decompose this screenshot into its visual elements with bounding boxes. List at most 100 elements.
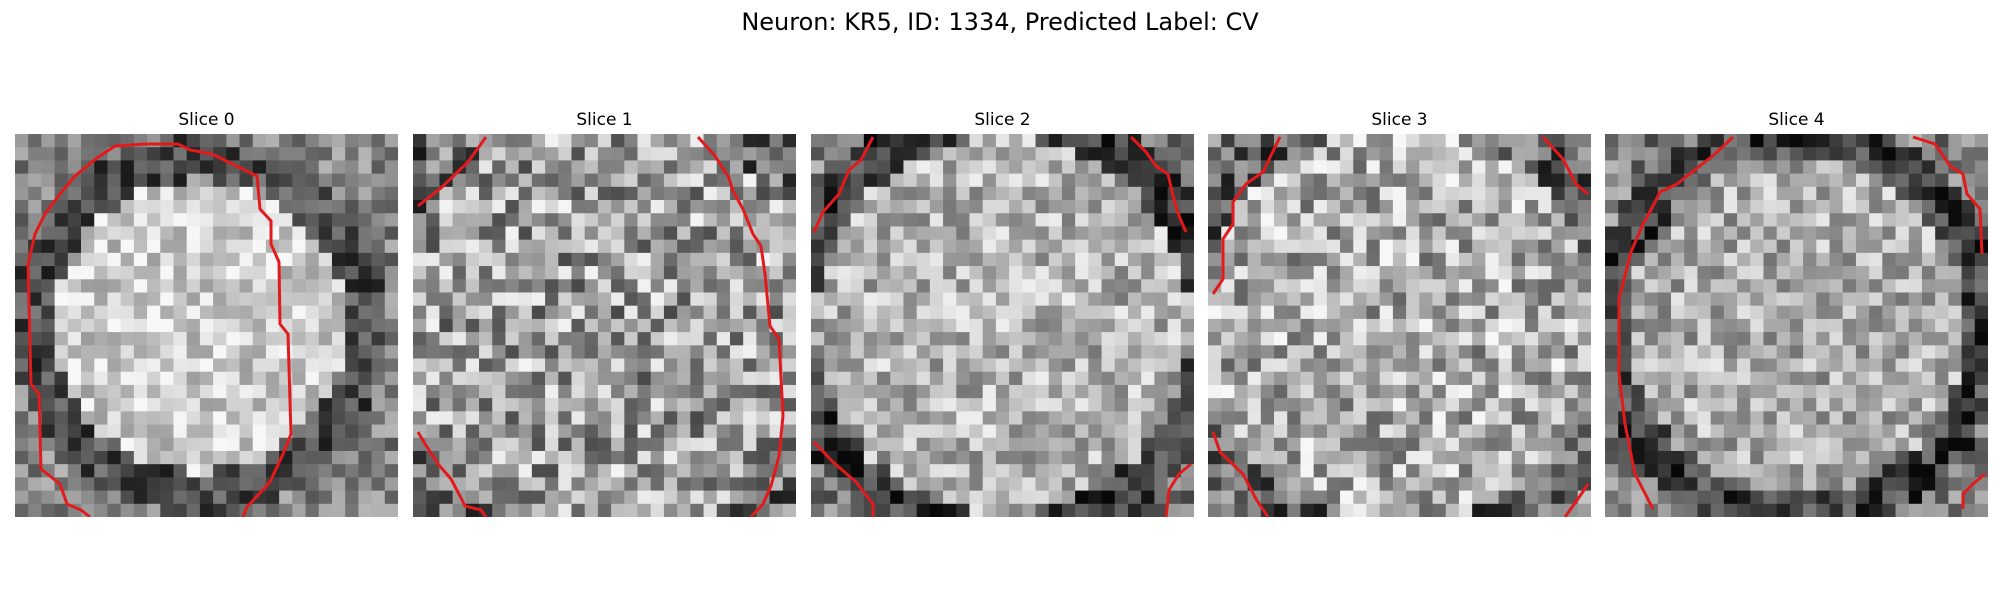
image-pixel (571, 200, 586, 214)
image-pixel (305, 450, 320, 465)
image-pixel (1260, 305, 1275, 320)
image-pixel (1458, 213, 1473, 227)
image-pixel (1313, 200, 1328, 214)
image-pixel (1816, 266, 1830, 280)
image-pixel (703, 266, 718, 280)
image-pixel (571, 332, 586, 346)
image-pixel (186, 292, 201, 307)
image-pixel (81, 358, 95, 373)
image-pixel (173, 305, 188, 320)
image-pixel (1445, 332, 1460, 346)
image-pixel (1524, 279, 1539, 293)
image-pixel (54, 318, 69, 333)
image-pixel (863, 226, 878, 241)
image-pixel (1605, 318, 1619, 333)
image-pixel (1816, 292, 1830, 307)
image-pixel (1141, 437, 1155, 452)
image-pixel (384, 464, 398, 478)
image-pixel (1631, 292, 1646, 307)
image-pixel (426, 266, 440, 280)
image-pixel (1737, 437, 1751, 452)
image-pixel (1697, 477, 1712, 491)
image-pixel (1776, 437, 1791, 452)
image-pixel (1180, 332, 1194, 346)
image-pixel (690, 464, 704, 478)
image-pixel (956, 450, 970, 465)
image-pixel (1180, 252, 1194, 267)
image-pixel (371, 477, 386, 491)
image-pixel (782, 252, 796, 267)
image-pixel (677, 200, 691, 214)
image-pixel (226, 305, 240, 320)
image-pixel (1511, 358, 1526, 373)
image-pixel (969, 345, 984, 359)
image-pixel (452, 371, 467, 386)
image-pixel (439, 490, 454, 505)
image-pixel (1472, 292, 1486, 307)
image-pixel (663, 226, 678, 241)
image-pixel (331, 252, 346, 267)
image-pixel (1208, 464, 1222, 478)
image-pixel (94, 358, 108, 373)
image-pixel (545, 503, 559, 517)
image-pixel (1763, 345, 1778, 359)
image-pixel (597, 252, 612, 267)
image-pixel (877, 266, 891, 280)
image-pixel (331, 411, 346, 425)
image-pixel (1564, 266, 1579, 280)
image-pixel (1180, 160, 1194, 175)
image-pixel (479, 226, 493, 241)
image-pixel (1234, 345, 1249, 359)
image-pixel (1816, 345, 1830, 359)
image-pixel (199, 292, 214, 307)
image-pixel (1763, 332, 1778, 346)
image-pixel (1948, 332, 1962, 346)
image-pixel (318, 134, 333, 148)
image-pixel (1247, 213, 1262, 227)
image-pixel (1088, 437, 1102, 452)
image-pixel (929, 490, 944, 505)
image-pixel (743, 411, 757, 425)
image-pixel (1882, 266, 1896, 280)
image-pixel (1353, 266, 1367, 280)
image-pixel (186, 173, 201, 188)
image-pixel (305, 490, 320, 505)
image-pixel (545, 358, 559, 373)
image-pixel (1485, 160, 1499, 175)
image-pixel (426, 200, 440, 214)
image-pixel (1524, 134, 1539, 148)
image-pixel (1379, 266, 1394, 280)
image-pixel (1644, 160, 1659, 175)
image-pixel (479, 464, 493, 478)
image-pixel (1538, 252, 1552, 267)
image-pixel (1908, 464, 1923, 478)
image-pixel (1948, 477, 1962, 491)
image-pixel (1618, 477, 1632, 491)
image-pixel (120, 345, 135, 359)
image-pixel (1485, 477, 1499, 491)
image-pixel (637, 160, 652, 175)
image-pixel (1353, 450, 1367, 465)
image-pixel (94, 239, 108, 254)
image-pixel (1458, 398, 1473, 412)
image-pixel (492, 490, 506, 505)
image-pixel (584, 226, 599, 241)
image-pixel (611, 226, 625, 241)
image-pixel (94, 503, 108, 517)
image-pixel (624, 239, 638, 254)
image-pixel (1763, 358, 1778, 373)
image-pixel (505, 332, 520, 346)
image-pixel (1300, 477, 1315, 491)
image-pixel (1035, 266, 1050, 280)
image-pixel (479, 450, 493, 465)
image-pixel (1274, 318, 1288, 333)
image-pixel (239, 450, 254, 465)
image-pixel (1419, 371, 1433, 386)
image-pixel (1618, 398, 1632, 412)
image-pixel (811, 384, 825, 399)
image-pixel (703, 345, 718, 359)
image-pixel (1657, 371, 1672, 386)
image-pixel (531, 424, 546, 439)
image-pixel (160, 213, 174, 227)
grayscale-image-4 (1605, 134, 1988, 517)
